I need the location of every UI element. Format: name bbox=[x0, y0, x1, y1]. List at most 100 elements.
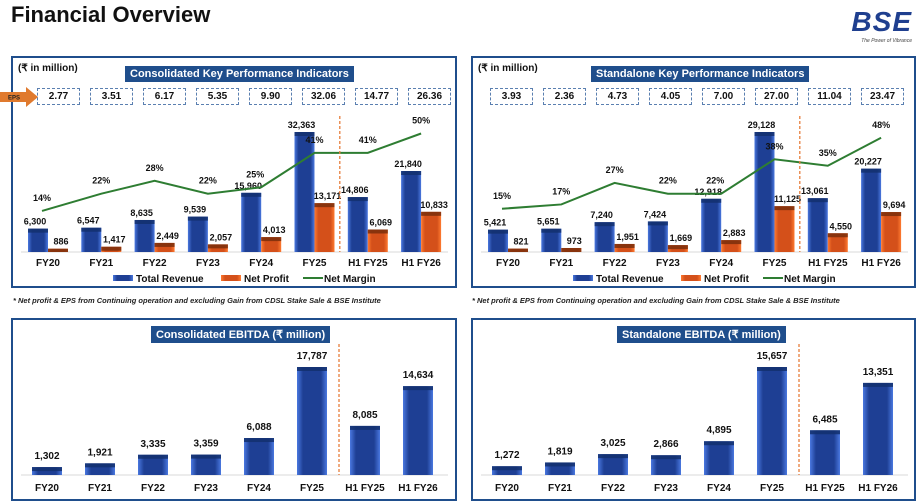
profit-bar bbox=[48, 248, 68, 252]
x-tick-label: H1 FY26 bbox=[858, 483, 898, 494]
margin-label: 35% bbox=[819, 148, 837, 158]
ebitda-label: 1,302 bbox=[34, 451, 59, 462]
consolidated-kpi-title: Consolidated Key Performance Indicators bbox=[125, 66, 354, 82]
revenue-bar bbox=[488, 229, 508, 252]
eps-value: 9.90 bbox=[249, 88, 292, 105]
ebitda-bar bbox=[403, 386, 433, 475]
ebitda-bar bbox=[757, 367, 787, 475]
eps-value: 26.36 bbox=[408, 88, 451, 105]
profit-label: 9,694 bbox=[883, 200, 906, 210]
revenue-bar bbox=[647, 221, 668, 252]
ebitda-label: 1,272 bbox=[494, 450, 519, 461]
x-tick-label: FY25 bbox=[300, 483, 324, 494]
ebitda-bar bbox=[492, 466, 522, 475]
bse-logo: BSE The Power of Vibrance bbox=[836, 6, 912, 45]
standalone-kpi-panel: (₹ in million) Standalone Key Performanc… bbox=[471, 56, 916, 288]
standalone-kpi-chart: 5,421 821 FY20 5,651 973 FY21 7,240 1,951 FY22 7,… bbox=[481, 116, 908, 285]
x-tick-label: H1 FY25 bbox=[345, 483, 385, 494]
ebitda-bar bbox=[651, 455, 681, 475]
x-tick-label: H1 FY26 bbox=[401, 258, 441, 269]
profit-label: 2,449 bbox=[156, 231, 179, 241]
x-tick-label: FY25 bbox=[763, 258, 787, 269]
revenue-bar bbox=[187, 216, 208, 252]
revenue-bar bbox=[134, 219, 155, 252]
x-tick-label: FY22 bbox=[601, 483, 625, 494]
x-tick-label: FY20 bbox=[495, 483, 519, 494]
profit-bar bbox=[827, 233, 848, 252]
eps-value: 4.73 bbox=[596, 88, 639, 105]
logo-tagline: The Power of Vibrance bbox=[861, 38, 912, 44]
consolidated-ebitda-panel: Consolidated EBITDA (₹ million) 1,302 FY2… bbox=[11, 318, 457, 501]
revenue-label: 6,547 bbox=[77, 216, 100, 226]
ebitda-label: 3,025 bbox=[600, 438, 625, 449]
profit-label: 886 bbox=[53, 237, 68, 247]
standalone-ebitda-panel: Standalone EBITDA (₹ million) 1,272 FY20 1… bbox=[471, 318, 916, 501]
profit-bar bbox=[207, 244, 228, 252]
ebitda-label: 13,351 bbox=[863, 367, 894, 378]
consolidated-kpi-panel: (₹ in million) Consolidated Key Performa… bbox=[0, 56, 457, 288]
legend-revenue-swatch bbox=[573, 275, 593, 281]
revenue-label: 8,635 bbox=[130, 208, 153, 218]
profit-label: 821 bbox=[513, 237, 528, 247]
margin-label: 22% bbox=[659, 176, 677, 186]
profit-label: 1,951 bbox=[616, 232, 639, 242]
profit-label: 10,833 bbox=[420, 200, 448, 210]
x-tick-label: FY20 bbox=[496, 258, 520, 269]
x-tick-label: FY20 bbox=[36, 258, 60, 269]
ebitda-bar bbox=[598, 454, 628, 475]
ebitda-bar bbox=[138, 454, 168, 475]
profit-bar bbox=[614, 243, 635, 252]
x-tick-label: FY21 bbox=[89, 258, 113, 269]
consolidated-ebitda-chart: 1,302 FY20 1,921 FY21 3,335 FY22 3,359 FY23 6,08… bbox=[21, 344, 448, 494]
standalone-kpi-title: Standalone Key Performance Indicators bbox=[591, 66, 810, 82]
revenue-label: 7,240 bbox=[590, 210, 613, 220]
x-tick-label: FY23 bbox=[194, 483, 218, 494]
profit-bar bbox=[421, 211, 442, 252]
x-tick-label: H1 FY25 bbox=[808, 258, 848, 269]
net-margin-line bbox=[501, 136, 882, 210]
margin-label: 22% bbox=[706, 176, 724, 186]
margin-label: 22% bbox=[199, 176, 217, 186]
revenue-label: 29,128 bbox=[748, 120, 776, 130]
eps-label: EPS bbox=[8, 96, 20, 102]
ebitda-bar bbox=[350, 425, 380, 475]
x-tick-label: FY21 bbox=[548, 483, 572, 494]
x-tick-label: FY25 bbox=[760, 483, 784, 494]
legend-margin: Net Margin bbox=[784, 274, 836, 285]
revenue-label: 6,300 bbox=[24, 217, 47, 227]
profit-bar bbox=[774, 206, 795, 252]
profit-label: 6,069 bbox=[370, 217, 393, 227]
consolidated-ebitda-title: Consolidated EBITDA (₹ million) bbox=[151, 326, 331, 343]
eps-value: 14.77 bbox=[355, 88, 398, 105]
x-tick-label: FY24 bbox=[709, 258, 733, 269]
eps-value: 32.06 bbox=[302, 88, 345, 105]
revenue-bar bbox=[81, 227, 102, 252]
margin-label: 22% bbox=[92, 176, 110, 186]
x-tick-label: H1 FY26 bbox=[861, 258, 901, 269]
revenue-label: 15,960 bbox=[234, 181, 262, 191]
ebitda-label: 4,895 bbox=[706, 425, 731, 436]
profit-bar bbox=[561, 247, 582, 252]
margin-label: 25% bbox=[246, 169, 264, 179]
profit-bar bbox=[721, 240, 742, 252]
eps-value: 6.17 bbox=[143, 88, 186, 105]
logo-text: BSE bbox=[851, 6, 912, 37]
legend-profit: Net Profit bbox=[704, 274, 750, 285]
eps-value: 23.47 bbox=[861, 88, 904, 105]
revenue-label: 7,424 bbox=[644, 209, 667, 219]
revenue-label: 13,061 bbox=[801, 186, 829, 196]
profit-bar bbox=[154, 242, 175, 252]
revenue-label: 20,227 bbox=[854, 157, 882, 167]
profit-label: 11,125 bbox=[774, 194, 801, 204]
margin-label: 17% bbox=[552, 186, 570, 196]
margin-label: 28% bbox=[146, 163, 164, 173]
eps-value: 2.77 bbox=[37, 88, 80, 105]
ebitda-label: 2,866 bbox=[653, 439, 678, 450]
ebitda-bar bbox=[863, 382, 893, 475]
ebitda-label: 1,819 bbox=[547, 446, 572, 457]
legend-profit-swatch bbox=[221, 275, 241, 281]
ebitda-bar bbox=[297, 367, 327, 475]
revenue-bar bbox=[594, 222, 615, 252]
footnote-consolidated: * Net profit & EPS from Continuing opera… bbox=[13, 296, 381, 305]
